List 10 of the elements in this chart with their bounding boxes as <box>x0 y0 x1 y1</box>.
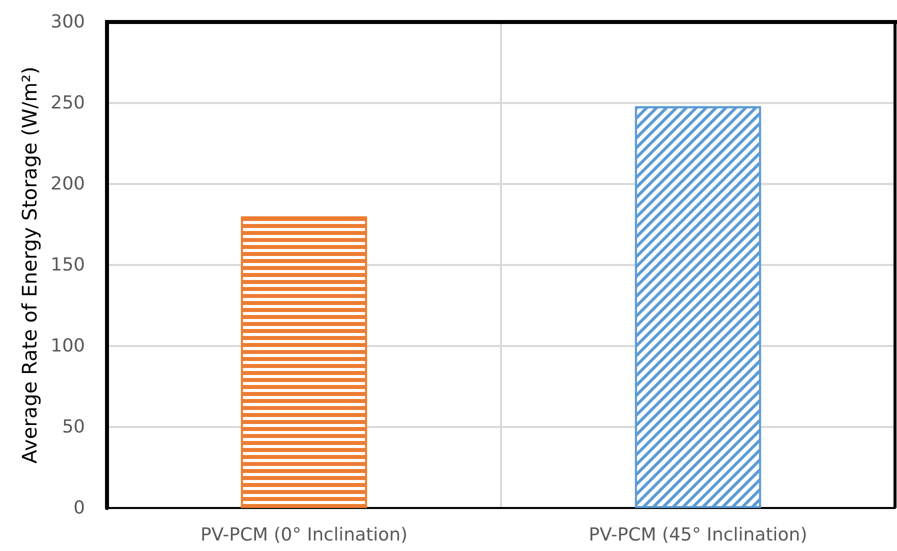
y-tick-label: 50 <box>62 416 85 438</box>
y-axis-title: Average Rate of Energy Storage (W/m²) <box>18 66 42 464</box>
x-tick-label: PV-PCM (0° Inclination) <box>200 524 408 546</box>
y-tick-label: 100 <box>50 336 85 356</box>
x-tick-label: PV-PCM (45° Inclination) <box>588 524 808 546</box>
y-tick-label: 0 <box>74 498 85 518</box>
y-tick-label: 300 <box>50 12 85 32</box>
y-tick-label: 250 <box>50 92 85 114</box>
y-tick-label: 200 <box>50 174 85 194</box>
y-tick-label: 150 <box>50 254 85 276</box>
